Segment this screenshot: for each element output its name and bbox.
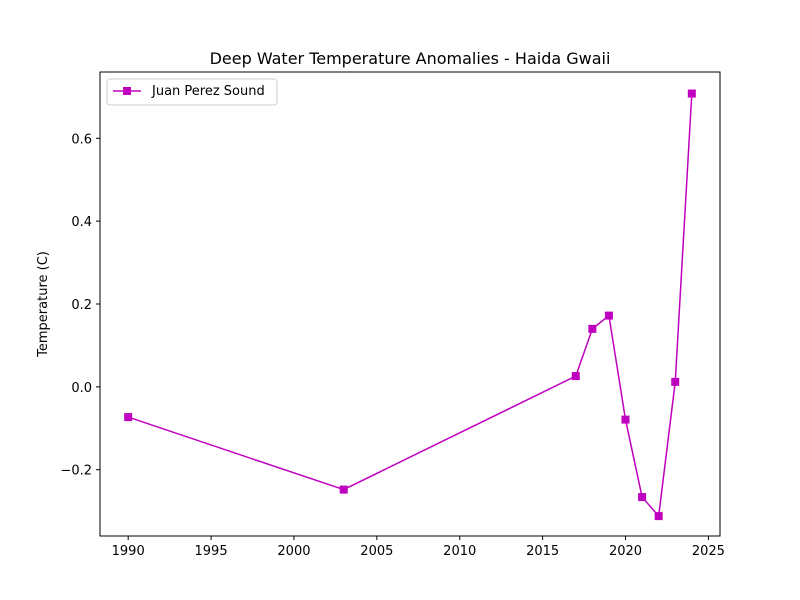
y-tick-label: 0.2 [71,298,92,313]
axis-ticks: 1990 1995 2000 2005 2010 2015 2020 2025 −0.2 0.0 0… [60,132,725,559]
x-tick-label: 2005 [360,544,393,559]
data-point [571,372,580,381]
data-point [621,415,630,424]
data-point [638,493,647,502]
plot-frame [99,71,721,537]
data-point [588,324,597,333]
y-axis-title: Temperature (C) [36,251,51,358]
legend-marker-swatch [123,87,131,95]
y-tick-label: −0.2 [60,464,92,479]
x-tick-label: 2010 [443,544,476,559]
x-tick-label: 2025 [692,544,725,559]
data-point [124,413,133,422]
x-tick-label: 2015 [526,544,559,559]
series-layer [124,89,696,521]
y-tick-label: 0.0 [71,381,92,396]
data-point [687,89,696,98]
x-tick-label: 1995 [195,544,228,559]
data-point [339,485,348,494]
data-point [604,311,613,320]
y-tick-label: 0.6 [71,132,92,147]
x-tick-label: 2000 [277,544,310,559]
y-tick-label: 0.4 [71,215,92,230]
data-point [654,512,663,521]
legend: Juan Perez Sound [106,78,278,106]
x-tick-label: 2020 [609,544,642,559]
data-point [671,377,680,386]
x-tick-label: 1990 [112,544,145,559]
legend-frame [106,78,278,106]
legend-label: Juan Perez Sound [151,84,265,99]
series-line [127,93,693,517]
chart-title: Deep Water Temperature Anomalies - Haida… [210,49,611,68]
